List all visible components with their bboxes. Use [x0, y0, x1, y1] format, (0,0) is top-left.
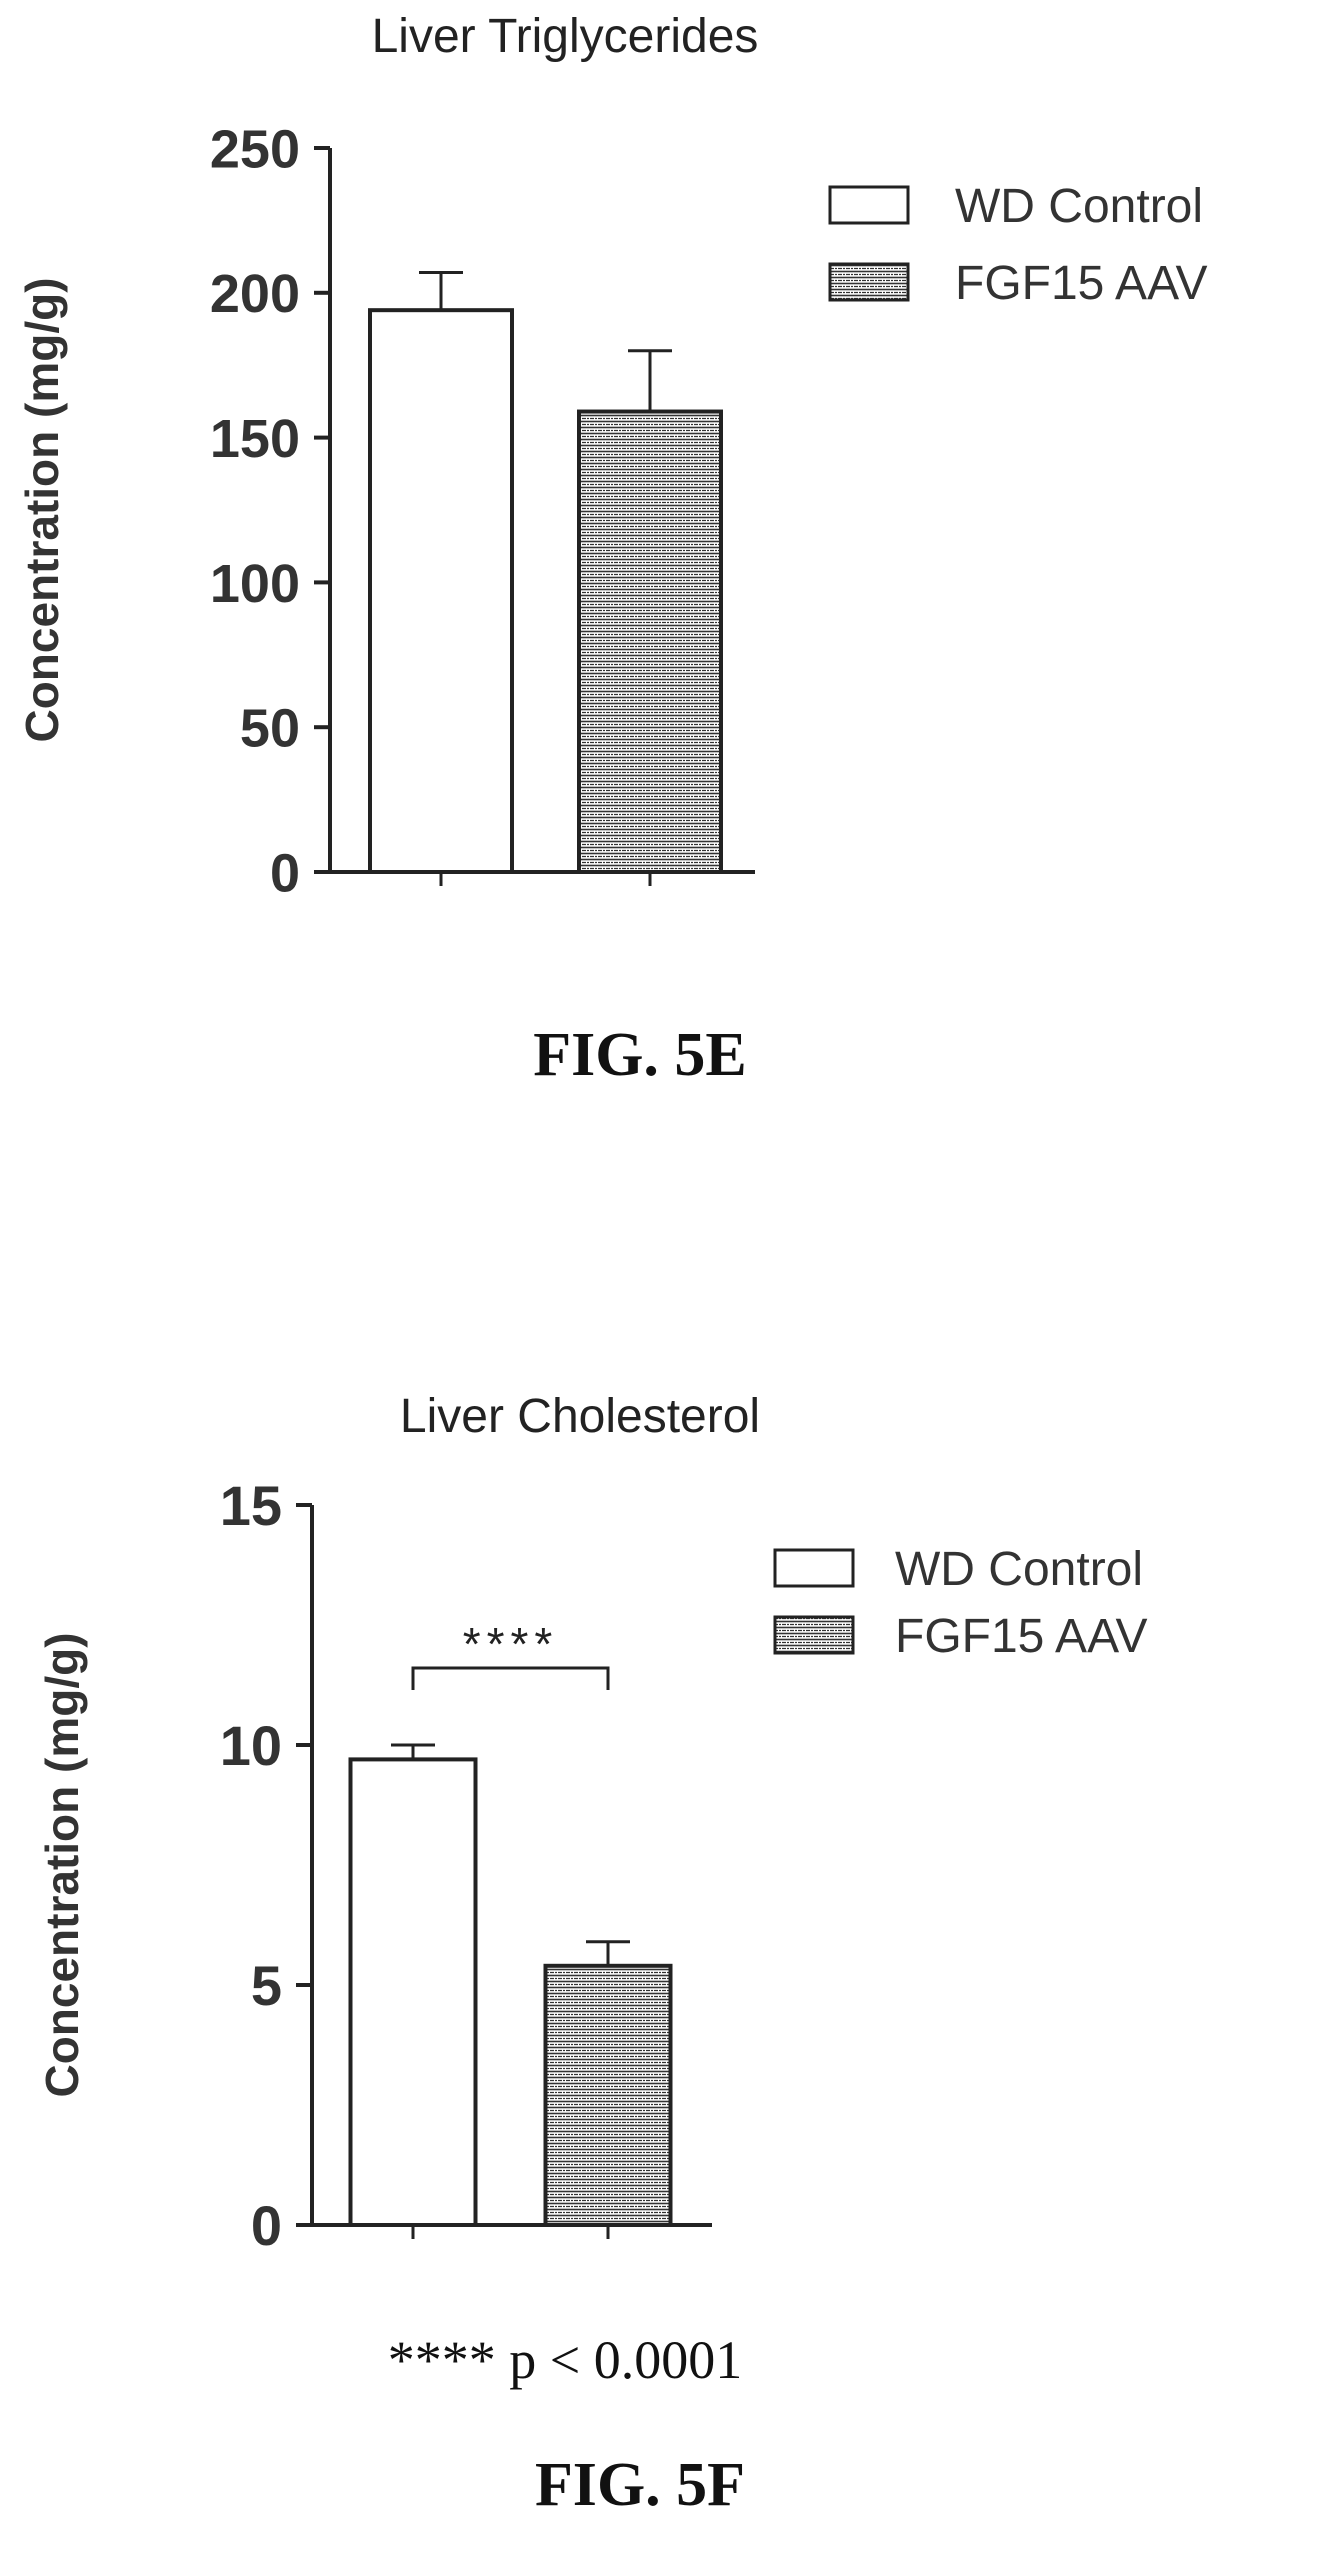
y-tick-label: 15 [220, 1474, 282, 1537]
figure-caption: FIG. 5F [535, 2451, 745, 2519]
y-tick-label: 50 [240, 699, 300, 759]
chart-title: Liver Cholesterol [400, 1390, 760, 1443]
legend-swatch [775, 1617, 853, 1653]
legend-swatch [775, 1550, 853, 1586]
legend-label: WD Control [895, 1543, 1143, 1596]
p-value-footnote: **** p < 0.0001 [388, 2330, 742, 2390]
y-tick-label: 250 [210, 119, 300, 179]
legend-label: FGF15 AAV [895, 1610, 1148, 1663]
y-tick-label: 150 [210, 409, 300, 469]
bar-fgf15-aav [579, 412, 721, 872]
bar-wd-control [351, 1759, 476, 2225]
bar-wd-control [370, 310, 512, 872]
legend-label: FGF15 AAV [955, 257, 1208, 310]
significance-label: **** [463, 1618, 559, 1670]
y-tick-label: 200 [210, 264, 300, 324]
significance-bracket [413, 1668, 608, 1690]
figure-5e: Liver Triglycerides Concentration (mg/g) 0… [16, 10, 1208, 1089]
legend-swatch [830, 187, 908, 223]
legend-label: WD Control [955, 180, 1203, 233]
y-tick-label: 100 [210, 554, 300, 614]
y-tick-label: 5 [251, 1954, 282, 2017]
y-axis-label: Concentration (mg/g) [36, 1632, 88, 2097]
figure-5f: Liver Cholesterol Concentration (mg/g) 0 5 1… [36, 1390, 1148, 2519]
y-tick-label: 0 [270, 843, 300, 903]
bar-fgf15-aav [546, 1966, 671, 2225]
figure-caption: FIG. 5E [533, 1021, 747, 1089]
y-tick-label: 0 [251, 2194, 282, 2257]
legend-swatch [830, 264, 908, 300]
y-axis-label: Concentration (mg/g) [16, 277, 68, 742]
y-tick-label: 10 [220, 1714, 282, 1777]
chart-title: Liver Triglycerides [372, 10, 759, 63]
